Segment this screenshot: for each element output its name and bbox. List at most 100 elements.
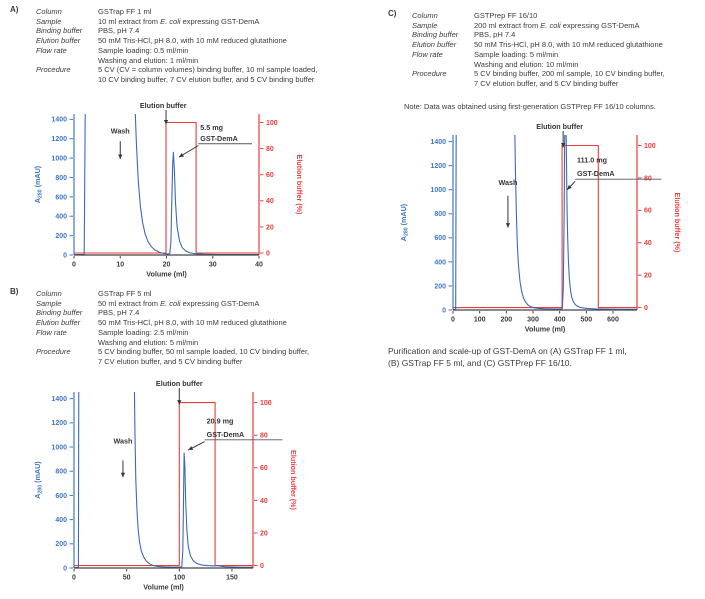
parameter-label: Binding buffer xyxy=(36,26,83,36)
svg-text:800: 800 xyxy=(55,175,67,182)
svg-text:60: 60 xyxy=(266,172,274,179)
parameter-value: 5 CV (CV = column volumes) binding buffe… xyxy=(98,65,318,84)
x-axis-ticks: 0 10 20 30 40 xyxy=(72,256,263,269)
x-axis-ticks: 0 100 200 300 400 500 600 xyxy=(451,311,619,324)
svg-text:600: 600 xyxy=(607,317,619,324)
svg-text:40: 40 xyxy=(260,498,268,505)
parameter-row: Column GSTPrep FF 16/10 xyxy=(412,11,702,21)
svg-text:100: 100 xyxy=(260,400,272,407)
svg-text:80: 80 xyxy=(260,433,268,440)
parameter-label: Elution buffer xyxy=(412,40,457,50)
svg-text:0: 0 xyxy=(63,565,67,572)
parameter-label: Binding buffer xyxy=(36,308,83,318)
parameter-row: Sample 10 ml extract from E. coli express… xyxy=(36,17,370,27)
parameter-value: Sample loading: 0.5 ml/min Washing and el… xyxy=(98,45,199,65)
elution-gradient-curve xyxy=(452,144,638,309)
parameter-label: Procedure xyxy=(36,65,71,75)
svg-text:0: 0 xyxy=(266,250,270,257)
figure-caption: Purification and scale-up of GST-DemA on… xyxy=(388,346,703,369)
plot-area xyxy=(73,392,254,569)
parameter-row: Sample 50 ml extract from E. coli express… xyxy=(36,299,370,309)
svg-text:40: 40 xyxy=(266,198,274,205)
svg-text:80: 80 xyxy=(266,146,274,153)
svg-text:400: 400 xyxy=(554,317,566,324)
elution-buffer-annotation: Elution buffer xyxy=(156,379,203,405)
parameter-label: Binding buffer xyxy=(412,30,459,40)
parameter-row: Sample 200 ml extract from E. coli expres… xyxy=(412,21,702,31)
svg-text:0: 0 xyxy=(72,575,76,582)
svg-text:1400: 1400 xyxy=(51,117,67,124)
parameter-value: GSTrap FF 5 ml xyxy=(98,289,152,298)
parameter-value: 200 ml extract from E. coli expressing G… xyxy=(474,20,640,30)
parameter-row: Binding buffer PBS, pH 7.4 xyxy=(36,308,370,318)
svg-text:Wash: Wash xyxy=(114,436,133,445)
parameter-value: 50 mM Tris-HCl, pH 8.0, with 10 mM reduc… xyxy=(98,318,287,328)
parameter-value: 5 CV binding buffer, 50 ml sample loaded… xyxy=(98,347,310,366)
svg-text:Elution buffer: Elution buffer xyxy=(156,379,203,388)
y-axis-right-label: Elution buffer (%) xyxy=(295,155,304,215)
x-axis-ticks: 0 50 100 150 xyxy=(72,569,238,582)
svg-text:600: 600 xyxy=(55,194,67,201)
parameter-row: Procedure 5 CV binding buffer, 200 ml sam… xyxy=(412,69,702,88)
svg-text:400: 400 xyxy=(55,517,67,524)
svg-text:800: 800 xyxy=(55,469,67,476)
parameter-label: Flow rate xyxy=(36,45,67,55)
svg-text:0: 0 xyxy=(451,317,455,324)
parameter-row: Elution buffer 50 mM Tris-HCl, pH 8.0, wi… xyxy=(36,318,370,328)
svg-text:50: 50 xyxy=(123,575,131,582)
svg-text:1000: 1000 xyxy=(430,187,446,194)
svg-text:500: 500 xyxy=(580,317,592,324)
y-axis-right-ticks: 0 20 40 60 80 100 xyxy=(254,400,272,570)
svg-text:20.9 mg: 20.9 mg xyxy=(207,416,234,425)
svg-text:100: 100 xyxy=(474,317,486,324)
y-axis-right-label: Elution buffer (%) xyxy=(673,193,682,253)
parameter-value: Sample loading: 2.5 ml/min Washing and el… xyxy=(98,327,199,347)
wash-annotation: Wash xyxy=(114,436,133,478)
svg-text:20: 20 xyxy=(163,262,171,269)
svg-text:30: 30 xyxy=(209,262,217,269)
absorbance-curve xyxy=(73,392,254,569)
parameter-label: Column xyxy=(36,289,62,298)
svg-text:Wash: Wash xyxy=(111,126,130,135)
absorbance-curve xyxy=(73,114,260,256)
parameter-row: Procedure 5 CV (CV = column volumes) bind… xyxy=(36,65,370,84)
y-axis-right-ticks: 0 20 40 60 80 100 xyxy=(260,120,278,257)
plot-area xyxy=(452,135,638,311)
parameter-row: Elution buffer 50 mM Tris-HCl, pH 8.0, wi… xyxy=(36,36,370,46)
y-axis-right-label: Elution buffer (%) xyxy=(289,450,298,510)
parameter-value: Sample loading: 5 ml/min Washing and elut… xyxy=(474,49,579,69)
svg-text:20: 20 xyxy=(644,273,652,280)
elution-buffer-annotation: Elution buffer xyxy=(536,122,583,148)
plot-area xyxy=(73,114,260,256)
svg-text:1200: 1200 xyxy=(430,163,446,170)
svg-text:60: 60 xyxy=(260,465,268,472)
parameter-label: Flow rate xyxy=(36,327,67,337)
x-axis-label: Volume (ml) xyxy=(143,583,184,592)
parameter-value: 50 mM Tris-HCl, pH 8.0, with 10 mM reduc… xyxy=(474,40,663,50)
parameter-label: Column xyxy=(412,11,438,20)
panel-a-label: A) xyxy=(10,5,19,14)
parameter-row: Column GSTrap FF 5 ml xyxy=(36,289,370,299)
wash-annotation: Wash xyxy=(111,126,130,160)
svg-text:1200: 1200 xyxy=(51,420,67,427)
parameter-row: Column GSTrap FF 1 ml xyxy=(36,7,370,17)
parameter-row: Flow rate Sample loading: 2.5 ml/min Washi… xyxy=(36,328,370,347)
svg-text:20: 20 xyxy=(260,530,268,537)
svg-text:10: 10 xyxy=(116,262,124,269)
elution-buffer-annotation: Elution buffer xyxy=(140,101,187,125)
parameter-label: Flow rate xyxy=(412,49,443,59)
svg-text:100: 100 xyxy=(266,120,278,127)
peak-annotation: 111.0 mg GST-DemA xyxy=(566,156,662,191)
svg-text:0: 0 xyxy=(72,262,76,269)
parameter-value: 50 mM Tris-HCl, pH 8.0, with 10 mM reduc… xyxy=(98,36,287,46)
svg-text:200: 200 xyxy=(434,283,446,290)
svg-text:1400: 1400 xyxy=(51,396,67,403)
parameter-row: Flow rate Sample loading: 0.5 ml/min Washi… xyxy=(36,46,370,65)
svg-text:0: 0 xyxy=(260,563,264,570)
svg-text:0: 0 xyxy=(442,307,446,314)
parameter-label: Sample xyxy=(36,16,62,26)
svg-text:40: 40 xyxy=(644,240,652,247)
svg-text:1200: 1200 xyxy=(51,136,67,143)
parameter-value: PBS, pH 7.4 xyxy=(474,30,516,40)
